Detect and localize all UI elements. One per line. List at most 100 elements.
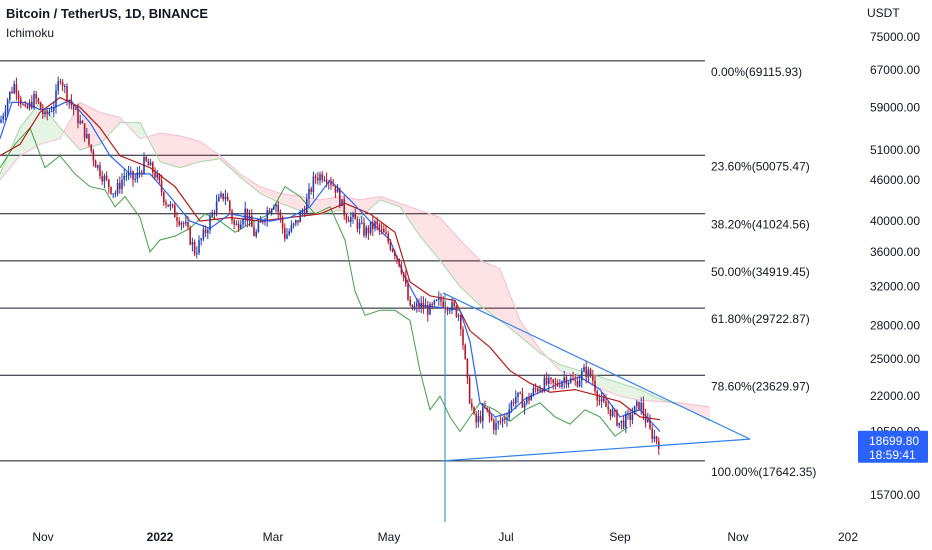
- candle-body: [121, 179, 123, 189]
- cloud-segment: [480, 260, 482, 307]
- cloud-segment: [608, 379, 610, 393]
- candle-body: [79, 121, 81, 124]
- candle-body: [136, 172, 139, 179]
- triangle-lower-trendline: [442, 438, 751, 462]
- cloud-segment: [224, 159, 226, 165]
- candle-body: [497, 421, 499, 424]
- candle-body: [411, 304, 414, 310]
- candle-body: [548, 377, 550, 384]
- fib-level-label: 78.60%(23629.97): [711, 379, 810, 393]
- candle-body: [609, 409, 612, 416]
- candle-body: [112, 193, 114, 195]
- candle-body: [633, 405, 636, 415]
- candle-body: [160, 181, 163, 193]
- cloud-segment: [210, 148, 212, 161]
- cloud-segment: [568, 367, 570, 374]
- cloud-segment: [172, 134, 174, 166]
- y-tick-label: 59000.00: [870, 100, 920, 114]
- cloud-segment: [494, 266, 496, 318]
- candle-body: [468, 377, 471, 404]
- cloud-segment: [412, 207, 414, 228]
- candle-body: [295, 220, 297, 224]
- cloud-segment: [408, 206, 410, 222]
- y-tick-label: 15700.00: [870, 488, 920, 502]
- candle-body: [449, 310, 451, 312]
- cloud-segment: [166, 134, 168, 165]
- cloud-segment: [472, 252, 474, 300]
- cloud-segment: [420, 210, 422, 239]
- candle-body: [246, 208, 249, 221]
- cloud-segment: [624, 384, 626, 398]
- candle-body: [31, 101, 33, 108]
- candle-body: [528, 397, 530, 401]
- candle-body: [226, 196, 229, 201]
- price-tag-countdown: 18:59:41: [869, 448, 916, 462]
- candle-body: [288, 231, 290, 235]
- candle-body: [44, 111, 46, 115]
- candle-body: [286, 234, 288, 239]
- candle-body: [508, 409, 510, 419]
- cloud-segment: [372, 197, 374, 207]
- candle-body: [383, 229, 385, 233]
- cloud-segment: [90, 107, 92, 148]
- candle-body: [636, 401, 638, 406]
- cloud-segment: [178, 135, 180, 168]
- cloud-segment: [290, 194, 292, 208]
- cloud-segment: [448, 226, 450, 274]
- cloud-segment: [402, 204, 404, 213]
- candle-body: [475, 413, 477, 423]
- candle-body: [143, 157, 145, 174]
- cloud-segment: [694, 404, 696, 414]
- candle-body: [532, 388, 535, 395]
- cloud-segment: [332, 197, 334, 212]
- candle-body: [556, 383, 559, 386]
- cloud-segment: [52, 117, 54, 141]
- cloud-segment: [220, 155, 222, 161]
- cloud-segment: [416, 208, 418, 234]
- candle-body: [108, 179, 110, 187]
- candle-body: [259, 221, 262, 223]
- candle-body: [605, 401, 607, 407]
- candle-body: [651, 428, 653, 439]
- x-tick-label: 2022: [147, 530, 174, 544]
- candle-body: [565, 377, 568, 385]
- candle-body: [574, 380, 576, 382]
- candle-body: [440, 297, 442, 302]
- cloud-segment: [334, 197, 336, 212]
- candle-body: [631, 414, 634, 420]
- cloud-segment: [132, 122, 134, 133]
- cloud-segment: [194, 139, 196, 164]
- candle-body: [367, 227, 370, 234]
- candle-body: [92, 151, 95, 161]
- candle-body: [211, 212, 213, 217]
- candle-body: [433, 300, 436, 305]
- cloud-segment: [360, 199, 362, 218]
- cloud-segment: [652, 395, 654, 402]
- candle-body: [68, 100, 70, 102]
- cloud-segment: [474, 254, 476, 302]
- cloud-segment: [514, 304, 516, 333]
- candle-body: [235, 223, 238, 225]
- cloud-segment: [8, 150, 10, 171]
- cloud-segment: [602, 377, 604, 390]
- candle-body: [369, 222, 372, 233]
- x-tick-label: Mar: [263, 530, 284, 544]
- candle-body: [290, 225, 293, 232]
- candle-body: [97, 165, 99, 168]
- cloud-segment: [578, 370, 580, 377]
- candle-body: [644, 414, 647, 423]
- cloud-segment: [700, 405, 702, 417]
- candle-body: [61, 82, 64, 87]
- cloud-segment: [610, 380, 612, 393]
- candle-body: [88, 134, 90, 145]
- triangle-upper-trendline: [442, 292, 751, 440]
- candle-body: [596, 391, 598, 401]
- candle-body: [130, 171, 132, 173]
- candle-body: [561, 381, 563, 387]
- candle-body: [86, 134, 88, 138]
- candle-body: [627, 413, 629, 414]
- candle-body: [127, 172, 130, 176]
- cloud-segment: [524, 326, 526, 342]
- candle-body: [616, 410, 618, 426]
